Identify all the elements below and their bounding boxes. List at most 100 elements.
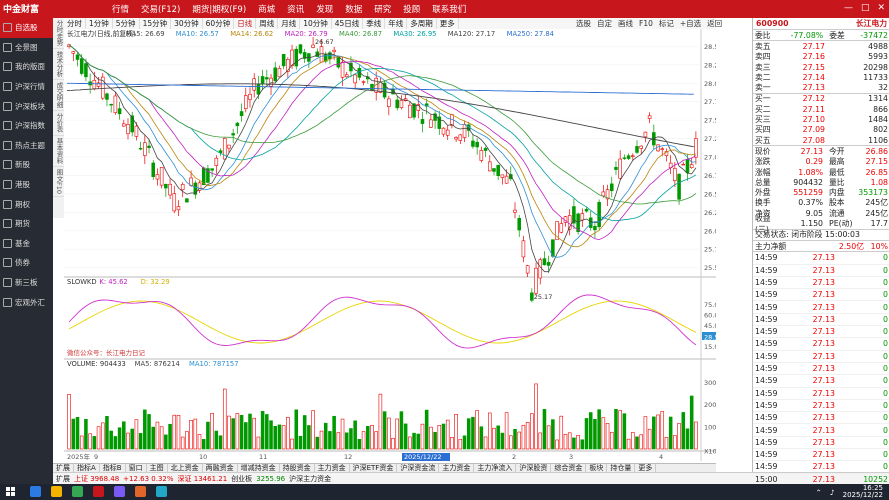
vtab-4[interactable]: 基本资料: [53, 136, 65, 167]
browser-icon[interactable]: [30, 486, 41, 497]
tick-list[interactable]: 14:59 27.13 0 14:59 27.13 0 14:59 27.13 0 14:59 27…: [753, 251, 889, 486]
period-tab-3[interactable]: 15分钟: [140, 18, 172, 29]
vtab-3[interactable]: 分价表: [53, 111, 65, 136]
indicator-tab-6[interactable]: 两融资金: [203, 464, 238, 473]
menu-item-4[interactable]: 资讯: [287, 5, 305, 15]
indicator-tab-9[interactable]: 主力资金: [315, 464, 350, 473]
clock[interactable]: 16:25 2025/12/22: [843, 485, 883, 499]
sidebar-item-6[interactable]: 热点主题: [0, 136, 53, 156]
sidebar-item-0[interactable]: 自选股: [0, 18, 53, 38]
period-tab-7[interactable]: 周线: [256, 18, 279, 29]
indicator-tabs: 扩展 指标A 指标B 窗口 主图 北上资金 两融资金 增减持资金 持股资金 主力资金 沪深ETF资金…: [53, 463, 716, 473]
indicator-tab-18[interactable]: 更多: [635, 464, 657, 473]
tool-1[interactable]: 自定: [597, 19, 612, 28]
indicator-tab-1[interactable]: 指标A: [74, 464, 100, 473]
sidebar-item-11[interactable]: 基金: [0, 234, 53, 254]
maximize-icon[interactable]: □: [860, 3, 870, 13]
sidebar-item-2[interactable]: 我的版面: [0, 57, 53, 77]
sidebar-item-1[interactable]: 全景图: [0, 38, 53, 58]
vtab-0[interactable]: 分时走势: [53, 18, 65, 49]
vol-tick-1: 20000: [704, 401, 716, 409]
tool-4[interactable]: 标记: [658, 19, 674, 28]
volume-bar: [618, 410, 622, 450]
close-icon[interactable]: ✕: [877, 3, 885, 13]
period-tab-8[interactable]: 月线: [278, 18, 301, 29]
buy-row-0: 买一 27.12 1314: [753, 94, 889, 104]
volume-bar: [479, 426, 484, 450]
period-tab-12[interactable]: 年线: [385, 18, 408, 29]
tool-0[interactable]: 选股: [576, 19, 591, 28]
menu-item-6[interactable]: 数据: [345, 5, 363, 15]
indicator-tab-3[interactable]: 窗口: [126, 464, 147, 473]
indicator-tab-11[interactable]: 沪深资金流: [397, 464, 440, 473]
indicator-tab-13[interactable]: 主力净流入: [474, 464, 517, 473]
menu-item-9[interactable]: 联系我们: [432, 5, 467, 15]
indicator-tab-14[interactable]: 沪深股资: [516, 464, 552, 473]
volume-bar: [370, 425, 374, 450]
indicator-tab-0[interactable]: 扩展: [53, 464, 74, 473]
trading-app-icon[interactable]: [93, 486, 104, 497]
sidebar-item-5[interactable]: 沪深指数: [0, 116, 53, 136]
tool-6[interactable]: 返回: [707, 19, 723, 28]
indicator-tab-5[interactable]: 北上资金: [168, 464, 203, 473]
period-tab-13[interactable]: 多周期: [407, 18, 437, 29]
indicator-tab-4[interactable]: 主图: [147, 464, 168, 473]
vtab-2[interactable]: 成交明细: [53, 80, 65, 111]
period-tab-6[interactable]: 日线: [234, 18, 257, 29]
app2-icon[interactable]: [114, 486, 125, 497]
sell-label: 卖四: [755, 52, 771, 62]
minimize-icon[interactable]: —: [843, 3, 853, 13]
indicator-tab-16[interactable]: 板块: [586, 464, 608, 473]
volume-bar: [403, 423, 408, 450]
sidebar-item-9[interactable]: 期权: [0, 194, 53, 214]
menu-item-8[interactable]: 投顾: [403, 5, 421, 15]
sidebar-item-14[interactable]: 宏观外汇: [0, 292, 53, 312]
period-tab-11[interactable]: 季线: [363, 18, 386, 29]
period-tab-9[interactable]: 10分钟: [300, 18, 332, 29]
indicator-tab-17[interactable]: 持仓量: [607, 464, 636, 473]
chart-area[interactable]: 长江电力(日线,前复权) MA5: 26.69 MA10: 26.57 MA14: 2…: [64, 29, 725, 464]
period-tab-5[interactable]: 60分钟: [203, 18, 235, 29]
tool-2[interactable]: 画线: [618, 19, 633, 28]
indicator-tab-10[interactable]: 沪深ETF资金: [350, 464, 398, 473]
volume-bar: [332, 415, 336, 450]
vtab-1[interactable]: 技术分析: [53, 49, 65, 80]
indicator-tab-7[interactable]: 增减持资金: [238, 464, 280, 473]
speaker-icon[interactable]: ♪: [829, 487, 835, 497]
period-tab-1[interactable]: 1分钟: [86, 18, 113, 29]
vtab-5[interactable]: 图文F10: [53, 167, 65, 197]
chevron-up-icon[interactable]: ⌃: [815, 487, 822, 497]
menu-item-7[interactable]: 研究: [374, 5, 392, 15]
tool-5[interactable]: +自选: [679, 19, 702, 28]
sidebar-item-4[interactable]: 沪深板块: [0, 96, 53, 116]
sidebar-item-7[interactable]: 新股: [0, 155, 53, 175]
sidebar-item-12[interactable]: 债券: [0, 253, 53, 273]
windows-start-icon[interactable]: [6, 487, 15, 496]
menu-item-0[interactable]: 行情: [112, 5, 130, 15]
sidebar-item-10[interactable]: 期货: [0, 214, 53, 234]
folder-icon[interactable]: [51, 486, 62, 497]
menu-item-5[interactable]: 发现: [316, 5, 334, 15]
indicator-tab-2[interactable]: 指标B: [100, 464, 126, 473]
indicator-tab-8[interactable]: 持股资金: [280, 464, 315, 473]
menu-item-1[interactable]: 交易(F12): [141, 5, 181, 15]
menu-item-2[interactable]: 期货|期权(F9): [192, 5, 247, 15]
sidebar-item-3[interactable]: 沪深行情: [0, 77, 53, 97]
app-icon[interactable]: [72, 486, 83, 497]
menu-item-3[interactable]: 商城: [258, 5, 276, 15]
indicator-tab-15[interactable]: 综合资金: [551, 464, 587, 473]
indicator-tab-12[interactable]: 主力资金: [439, 464, 475, 473]
kline-chart[interactable]: 长江电力(日线,前复权)MA5: 26.69 MA10: 26.57 MA14: 2…: [64, 29, 725, 464]
period-tab-0[interactable]: 分时: [64, 18, 86, 29]
period-tab-14[interactable]: 更多: [437, 18, 459, 29]
fund-icon: [3, 238, 12, 248]
period-tab-4[interactable]: 30分钟: [171, 18, 203, 29]
period-tab-2[interactable]: 5分钟: [113, 18, 140, 29]
tool-3[interactable]: F10: [639, 19, 653, 28]
app3-icon[interactable]: [135, 486, 146, 497]
sidebar-item-8[interactable]: 港股: [0, 175, 53, 195]
sidebar-item-13[interactable]: 新三板: [0, 273, 53, 293]
period-tab-10[interactable]: 45日线: [332, 18, 364, 29]
app4-icon[interactable]: [156, 486, 167, 497]
tick-row-14: 14:59 27.13 0: [753, 424, 889, 437]
